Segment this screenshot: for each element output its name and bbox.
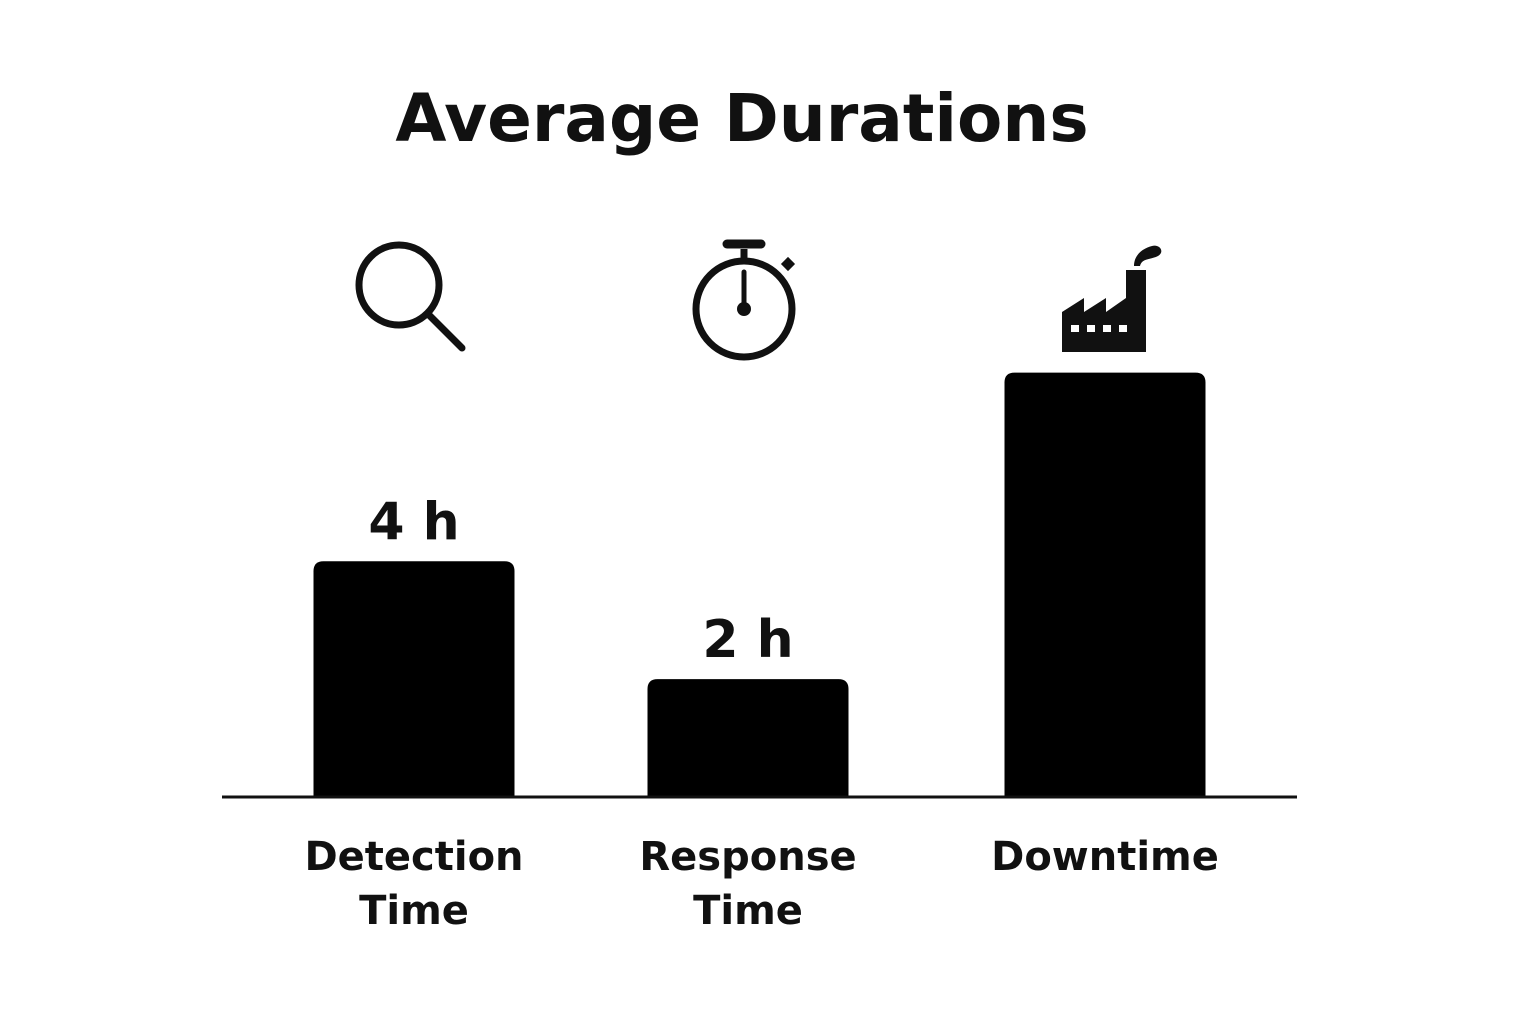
category-label-3: Downtime — [991, 834, 1219, 880]
category-label-1: Detection Time — [304, 834, 523, 934]
bar-1 — [313, 561, 515, 797]
factory-icon — [1062, 245, 1162, 352]
chart-title: Average Durations — [395, 80, 1088, 157]
value-label-1: 4 h — [368, 492, 459, 552]
bars-layer — [313, 372, 1206, 797]
magnifier-icon — [355, 241, 466, 352]
bar-2 — [647, 679, 849, 797]
value-label-2: 2 h — [702, 610, 793, 670]
category-label-2: Response Time — [639, 834, 856, 934]
bar-3 — [1004, 372, 1206, 797]
category-labels-layer: Detection Time Response Time Downtime — [304, 834, 1218, 934]
value-labels-layer: 4 h 2 h — [368, 492, 793, 670]
stopwatch-icon — [692, 239, 796, 361]
